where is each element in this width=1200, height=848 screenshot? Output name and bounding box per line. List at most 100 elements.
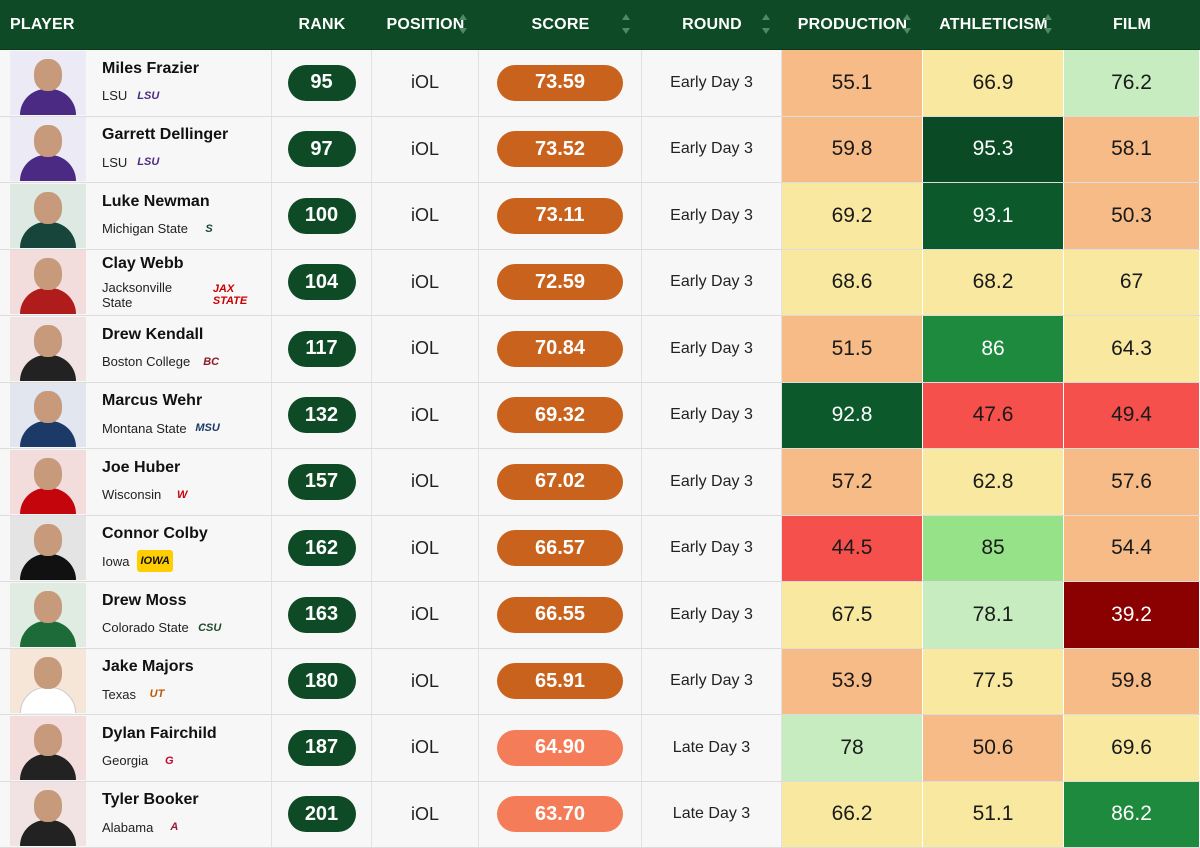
player-name[interactable]: Drew Moss: [102, 591, 187, 609]
player-cell[interactable]: Tyler Booker Alabama A: [0, 781, 272, 847]
table-row[interactable]: Tyler Booker Alabama A 201 iOL 63.70 Lat…: [0, 781, 1200, 848]
position-cell: iOL: [372, 249, 479, 315]
player-name[interactable]: Tyler Booker: [102, 791, 199, 809]
player-head: [34, 125, 62, 158]
header-player[interactable]: PLAYER: [10, 16, 75, 33]
school-name: Wisconsin: [102, 487, 162, 503]
player-cell[interactable]: Marcus Wehr Montana State MSU: [0, 382, 272, 448]
player-info: Tyler Booker Alabama A: [102, 790, 199, 838]
player-cell[interactable]: Joe Huber Wisconsin W: [0, 449, 272, 515]
position-cell: iOL: [372, 715, 479, 781]
player-name[interactable]: Miles Frazier: [102, 59, 199, 77]
player-school: Michigan State S: [102, 218, 222, 240]
player-head: [34, 457, 62, 490]
header-position[interactable]: POSITION: [372, 0, 479, 50]
player-name[interactable]: Drew Kendall: [102, 325, 204, 343]
player-cell[interactable]: Drew Moss Colorado State CSU: [0, 582, 272, 648]
player-info: Drew Moss Colorado State CSU: [102, 591, 223, 639]
table-row[interactable]: Jake Majors Texas UT 180 iOL 65.91 Early…: [0, 648, 1200, 715]
position-value: iOL: [410, 271, 439, 292]
position-value: iOL: [410, 604, 439, 625]
sort-arrows-icon[interactable]: [459, 14, 467, 34]
score-badge: 67.02: [497, 463, 623, 500]
rank-badge: 201: [287, 796, 356, 833]
round-value: Early Day 3: [670, 539, 753, 557]
rank-cell: 201: [272, 781, 372, 847]
header-film[interactable]: FILM: [1112, 16, 1152, 33]
player-name[interactable]: Garrett Dellinger: [102, 126, 229, 144]
player-name[interactable]: Jake Majors: [102, 658, 194, 676]
production-value: 57.2: [782, 449, 923, 515]
player-cell[interactable]: Miles Frazier LSU LSU: [0, 50, 272, 116]
header-score[interactable]: SCORE: [479, 0, 642, 50]
player-cell[interactable]: Connor Colby Iowa IOWA: [0, 515, 272, 581]
player-name[interactable]: Clay Webb: [102, 255, 184, 273]
table-row[interactable]: Marcus Wehr Montana State MSU 132 iOL 69…: [0, 382, 1200, 449]
table-row[interactable]: Dylan Fairchild Georgia G 187 iOL 64.90 …: [0, 715, 1200, 782]
sort-arrows-icon[interactable]: [762, 14, 770, 34]
production-value: 53.9: [782, 648, 923, 714]
athleticism-value: 85: [923, 515, 1064, 581]
school-logo-icon: G: [164, 754, 174, 767]
player-photo: [10, 117, 86, 182]
film-value: 67: [1064, 249, 1200, 315]
production-value: 66.2: [782, 781, 923, 847]
player-cell[interactable]: Garrett Dellinger LSU LSU: [0, 116, 272, 182]
player-name[interactable]: Dylan Fairchild: [102, 724, 217, 742]
header-rank[interactable]: RANK: [298, 16, 346, 33]
athleticism-value: 66.9: [923, 50, 1064, 116]
player-cell[interactable]: Jake Majors Texas UT: [0, 648, 272, 714]
score-badge: 72.59: [497, 264, 623, 301]
rank-cell: 157: [272, 449, 372, 515]
header-round[interactable]: ROUND: [642, 0, 782, 50]
table-row[interactable]: Miles Frazier LSU LSU 95 iOL 73.59 Early…: [0, 50, 1200, 117]
rank-badge: 187: [287, 729, 356, 766]
round-cell: Early Day 3: [642, 183, 782, 249]
round-cell: Early Day 3: [642, 449, 782, 515]
player-name[interactable]: Connor Colby: [102, 525, 208, 543]
table-row[interactable]: Garrett Dellinger LSU LSU 97 iOL 73.52 E…: [0, 116, 1200, 183]
school-name: Iowa: [102, 553, 130, 569]
header-athleticism[interactable]: ATHLETICISM: [923, 0, 1064, 50]
school-logo-icon: IOWA: [137, 550, 173, 573]
table-row[interactable]: Clay Webb Jacksonville State JAX STATE 1…: [0, 249, 1200, 316]
sort-arrows-icon[interactable]: [1044, 14, 1052, 34]
school-name: Montana State: [102, 420, 187, 436]
player-cell[interactable]: Dylan Fairchild Georgia G: [0, 715, 272, 781]
school-name: Alabama: [102, 819, 154, 835]
film-value: 69.6: [1064, 715, 1200, 781]
film-value: 39.2: [1064, 582, 1200, 648]
school-logo-icon: S: [205, 222, 213, 235]
player-name[interactable]: Joe Huber: [102, 458, 181, 476]
position-value: iOL: [410, 803, 439, 824]
player-name[interactable]: Marcus Wehr: [102, 392, 203, 410]
table-row[interactable]: Drew Kendall Boston College BC 117 iOL 7…: [0, 316, 1200, 383]
position-cell: iOL: [372, 515, 479, 581]
position-value: iOL: [410, 537, 439, 558]
player-photo: [10, 383, 86, 448]
player-school: Georgia G: [102, 750, 217, 772]
position-value: iOL: [410, 404, 439, 425]
position-cell: iOL: [372, 781, 479, 847]
player-head: [34, 324, 62, 357]
table-row[interactable]: Joe Huber Wisconsin W 157 iOL 67.02 Earl…: [0, 449, 1200, 516]
sort-arrows-icon[interactable]: [622, 14, 630, 34]
player-name[interactable]: Luke Newman: [102, 192, 210, 210]
score-cell: 64.90: [479, 715, 642, 781]
production-value: 51.5: [782, 316, 923, 382]
athleticism-value: 62.8: [923, 449, 1064, 515]
player-cell[interactable]: Luke Newman Michigan State S: [0, 183, 272, 249]
table-row[interactable]: Luke Newman Michigan State S 100 iOL 73.…: [0, 183, 1200, 250]
table-row[interactable]: Drew Moss Colorado State CSU 163 iOL 66.…: [0, 582, 1200, 649]
film-value: 59.8: [1064, 648, 1200, 714]
table-row[interactable]: Connor Colby Iowa IOWA 162 iOL 66.57 Ear…: [0, 515, 1200, 582]
player-cell[interactable]: Drew Kendall Boston College BC: [0, 316, 272, 382]
score-cell: 66.55: [479, 582, 642, 648]
header-production[interactable]: PRODUCTION: [782, 0, 923, 50]
player-school: Iowa IOWA: [102, 550, 208, 573]
score-badge: 63.70: [497, 796, 623, 833]
round-value: Early Day 3: [670, 605, 753, 623]
player-cell[interactable]: Clay Webb Jacksonville State JAX STATE: [0, 249, 272, 315]
position-cell: iOL: [372, 316, 479, 382]
sort-arrows-icon[interactable]: [903, 14, 911, 34]
